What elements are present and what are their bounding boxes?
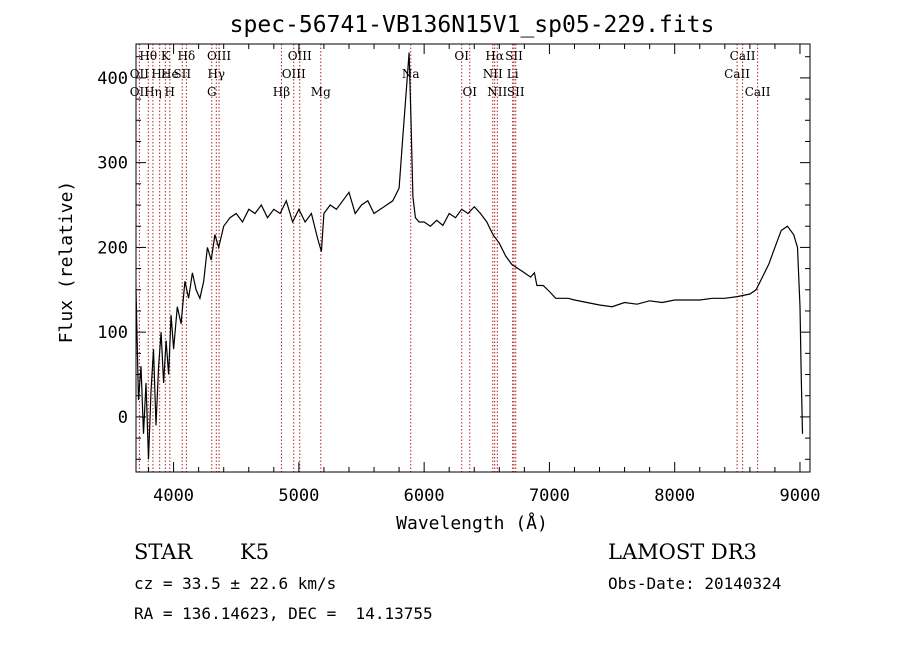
line-label: Hα — [485, 49, 504, 63]
y-axis-label: Flux (relative) — [56, 181, 77, 344]
line-label: OI — [454, 49, 469, 63]
line-label: He — [161, 67, 179, 81]
line-label: Hδ — [178, 49, 196, 63]
x-tick-label: 7000 — [529, 486, 570, 506]
object-subclass: K5 — [240, 540, 270, 564]
x-tick-label: 6000 — [404, 486, 445, 506]
line-label: Hη — [144, 85, 162, 99]
line-label: CaII — [745, 85, 771, 99]
x-tick-label: 5000 — [278, 486, 319, 506]
line-label: SII — [507, 85, 525, 99]
y-tick-label: 0 — [118, 408, 128, 428]
line-label: K — [161, 49, 171, 63]
line-label: Na — [402, 67, 420, 81]
line-label: CaII — [724, 67, 750, 81]
object-class: STAR — [134, 540, 193, 564]
chart-title: spec-56741-VB136N15V1_sp05-229.fits — [230, 12, 715, 38]
line-label: CaII — [730, 49, 756, 63]
y-tick-label: 400 — [97, 69, 128, 89]
line-label: OI — [462, 85, 477, 99]
line-label: H — [164, 85, 174, 99]
line-label: OII — [130, 67, 150, 81]
survey-name: LAMOST DR3 — [608, 540, 757, 564]
line-label: NII — [487, 85, 507, 99]
x-tick-label: 8000 — [654, 486, 695, 506]
line-label: Hγ — [207, 67, 225, 81]
line-label: OIII — [207, 49, 231, 63]
y-tick-label: 100 — [97, 323, 128, 343]
spectrum-line — [135, 52, 804, 460]
line-label: Hθ — [139, 49, 157, 63]
line-label: OII — [130, 85, 150, 99]
x-tick-label: 9000 — [780, 486, 821, 506]
y-tick-label: 200 — [97, 238, 128, 258]
ra-dec-coordinates: RA = 136.14623, DEC = 14.13755 — [134, 604, 433, 623]
line-label: OIII — [288, 49, 312, 63]
emission-line-labels: Hθ OII OII K Hε Hη He H Hδ SII OIII Hγ G OIII OIII Hβ Mg… — [130, 49, 771, 99]
observation-date: Obs-Date: 20140324 — [608, 574, 782, 593]
line-label: Hε — [151, 67, 168, 81]
redshift-cz: cz = 33.5 ± 22.6 km/s — [134, 574, 337, 593]
line-label: NII — [483, 67, 503, 81]
y-tick-label: 300 — [97, 154, 128, 174]
x-tick-label: 4000 — [153, 486, 194, 506]
axis-ticks: 4000 5000 6000 7000 8000 9000 0 100 200 300 400 — [97, 44, 820, 506]
line-label: Mg — [311, 85, 331, 99]
line-label: SII — [173, 67, 191, 81]
x-axis-label: Wavelength (Å) — [396, 512, 548, 534]
line-label: Li — [507, 67, 519, 81]
line-label: OIII — [282, 67, 306, 81]
line-label: G — [207, 85, 217, 99]
line-label: SII — [505, 49, 523, 63]
line-label: Hβ — [273, 85, 290, 99]
axes-frame — [135, 43, 811, 473]
emission-line-markers — [138, 44, 759, 472]
